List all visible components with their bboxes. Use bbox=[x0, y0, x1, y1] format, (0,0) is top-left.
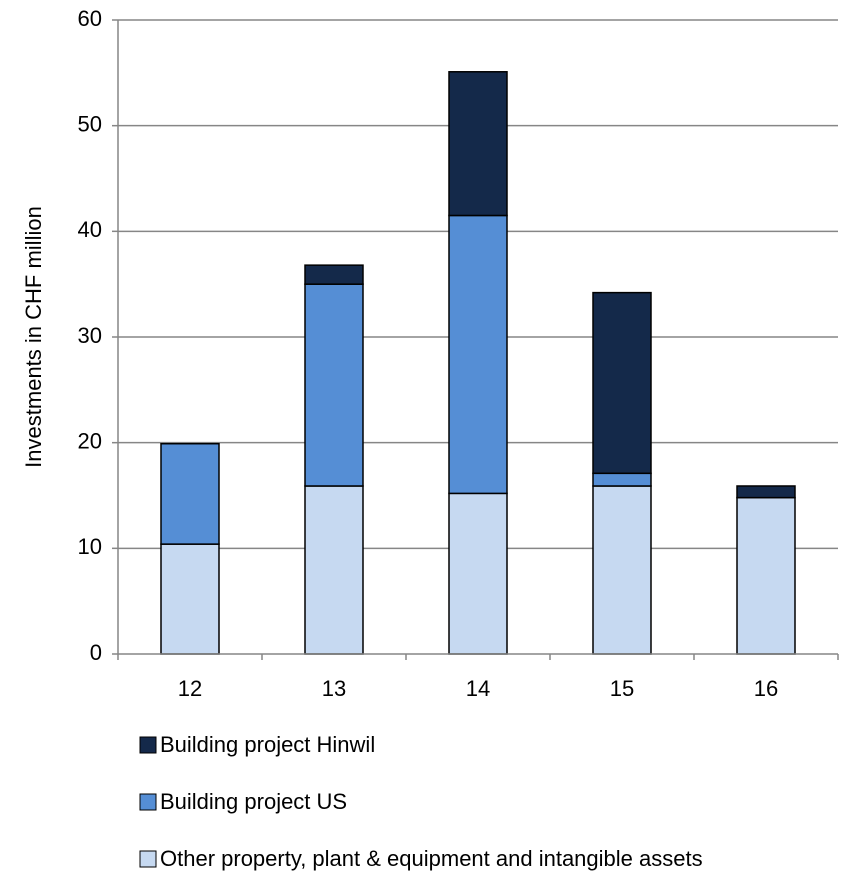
x-tick-label: 14 bbox=[466, 676, 490, 701]
y-tick-label: 50 bbox=[78, 111, 102, 136]
bar-segment bbox=[448, 71, 508, 217]
bar-segment bbox=[592, 472, 652, 487]
legend-swatch bbox=[139, 793, 157, 811]
x-tick-label: 15 bbox=[610, 676, 634, 701]
bar-segment bbox=[448, 214, 508, 495]
bar-segment bbox=[736, 496, 796, 655]
bar-segment bbox=[448, 492, 508, 655]
bar-segment bbox=[160, 543, 220, 655]
y-tick-label: 10 bbox=[78, 534, 102, 559]
legend-label: Other property, plant & equipment and in… bbox=[160, 846, 703, 871]
legend-swatch bbox=[139, 850, 157, 868]
legend-label: Building project US bbox=[160, 789, 347, 814]
x-tick-label: 12 bbox=[178, 676, 202, 701]
bar-segment bbox=[592, 485, 652, 655]
x-tick-label: 13 bbox=[322, 676, 346, 701]
y-tick-label: 30 bbox=[78, 323, 102, 348]
y-tick-label: 40 bbox=[78, 217, 102, 242]
x-tick-label: 16 bbox=[754, 676, 778, 701]
bar-segment bbox=[304, 283, 364, 487]
y-axis-label: Investments in CHF million bbox=[21, 206, 46, 468]
y-tick-label: 60 bbox=[78, 6, 102, 31]
legend-swatch bbox=[139, 736, 157, 754]
bar-segment bbox=[160, 442, 220, 545]
bar-segment bbox=[304, 264, 364, 285]
legend-label: Building project Hinwil bbox=[160, 732, 375, 757]
bar-segment bbox=[736, 485, 796, 499]
bar-segment bbox=[304, 485, 364, 655]
bar-segment bbox=[592, 291, 652, 475]
y-tick-label: 20 bbox=[78, 428, 102, 453]
y-tick-label: 0 bbox=[90, 640, 102, 665]
